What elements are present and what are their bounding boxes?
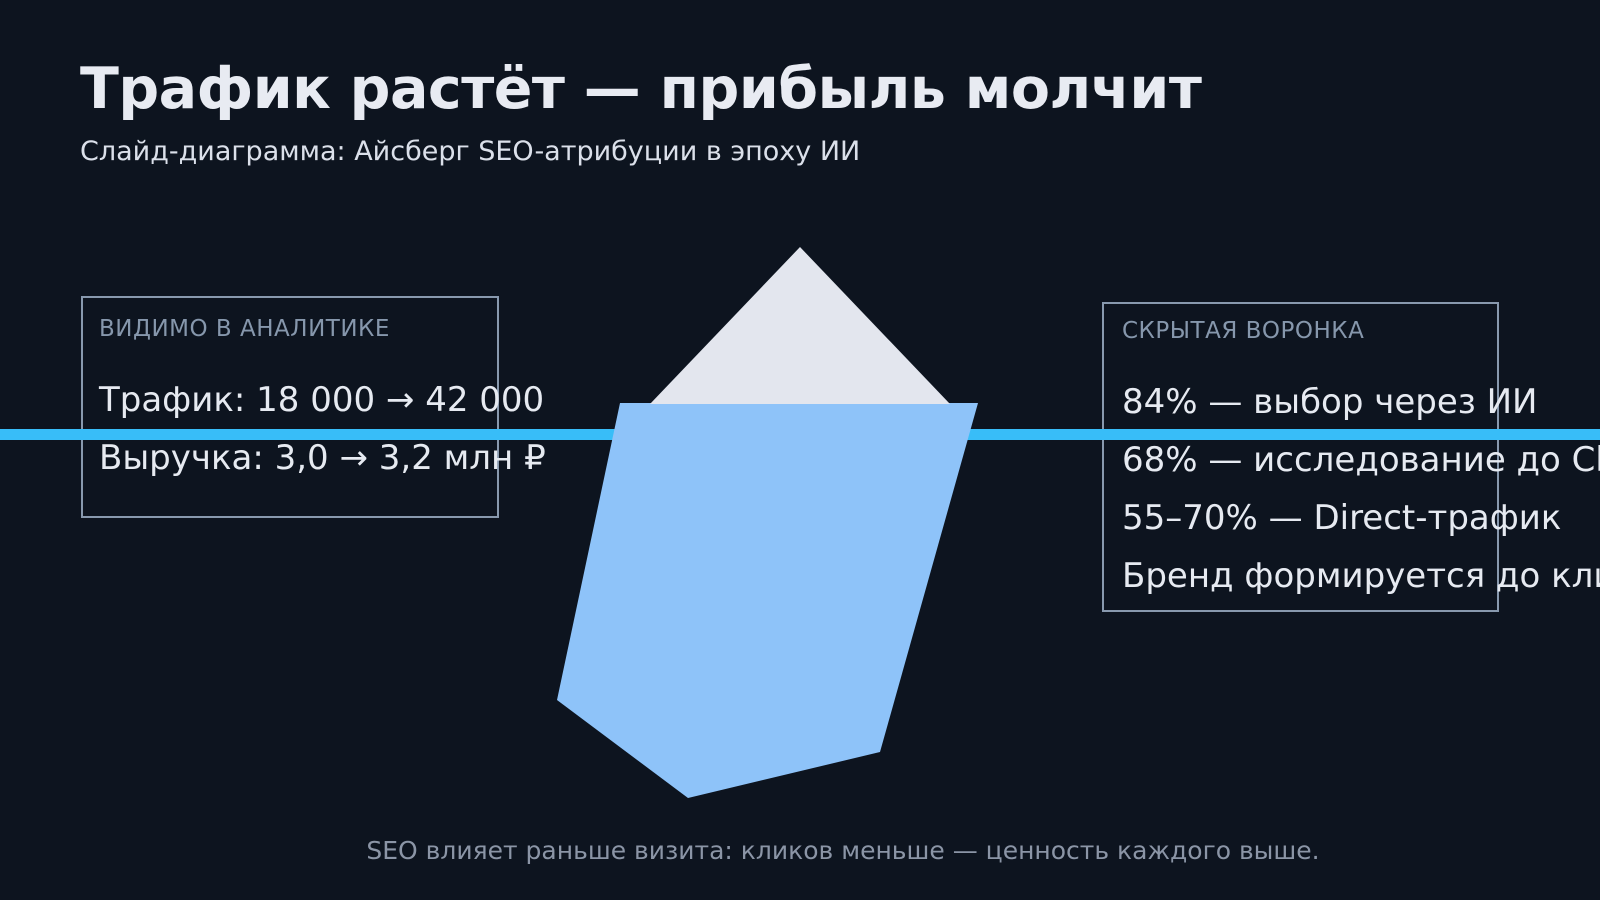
- ai-choice-stat: 84% — выбор через ИИ: [1122, 381, 1538, 422]
- revenue-stat: Выручка: 3,0 → 3,2 млн ₽: [99, 437, 546, 478]
- visible-analytics-header: ВИДИМО В АНАЛИТИКЕ: [99, 316, 390, 342]
- visible-analytics-lines: Трафик: 18 000 → 42 000 Выручка: 3,0 → 3…: [99, 371, 546, 487]
- hidden-funnel-lines: 84% — выбор через ИИ 68% — исследование …: [1122, 373, 1600, 605]
- slide-footer: SEO влияет раньше визита: кликов меньше …: [366, 836, 1320, 865]
- iceberg-tip: [650, 247, 950, 404]
- visible-analytics-panel: ВИДИМО В АНАЛИТИКЕ Трафик: 18 000 → 42 0…: [81, 296, 546, 518]
- hidden-funnel-panel: СКРЫТАЯ ВОРОНКА 84% — выбор через ИИ 68%…: [1102, 302, 1600, 612]
- slide-title: Трафик растёт — прибыль молчит: [80, 56, 1202, 122]
- slide-subtitle: Слайд-диаграмма: Айсберг SEO-атрибуции в…: [80, 136, 861, 167]
- iceberg-underwater: [557, 403, 978, 798]
- traffic-stat: Трафик: 18 000 → 42 000: [99, 379, 545, 420]
- direct-traffic-stat: 55–70% — Direct-трафик: [1122, 497, 1562, 538]
- research-stat: 68% — исследование до ChatGPT: [1122, 439, 1600, 480]
- hidden-funnel-header: СКРЫТАЯ ВОРОНКА: [1122, 318, 1365, 344]
- brand-stat: Бренд формируется до клика: [1122, 555, 1600, 596]
